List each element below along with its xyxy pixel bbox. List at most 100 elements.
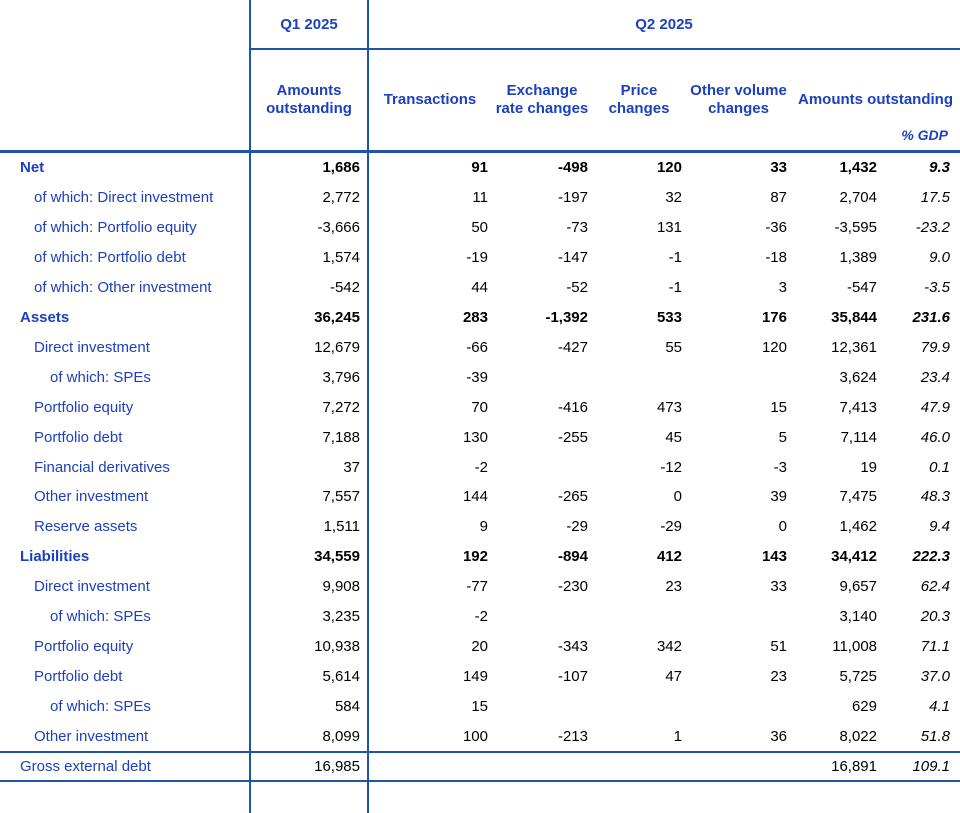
- gdp-cell: 23.4: [920, 368, 950, 386]
- exchange-rate-cell: -265: [557, 488, 588, 506]
- gdp-cell: 79.9: [920, 338, 950, 356]
- row-label: of which: Portfolio equity: [34, 219, 197, 237]
- volume-changes-cell: 15: [770, 398, 787, 416]
- table-row: of which: Portfolio debt 1,574 -19 -147 …: [0, 243, 960, 273]
- transactions-cell: 50: [471, 219, 488, 237]
- exchange-rate-cell: -213: [557, 727, 588, 745]
- transactions-cell: -19: [466, 249, 488, 267]
- price-changes-cell: 23: [665, 578, 682, 596]
- table-row: Other investment 7,557 144 -265 0 39 7,4…: [0, 482, 960, 512]
- q2-amount-cell: 35,844: [831, 308, 877, 326]
- q1-amount-cell: 34,559: [314, 548, 360, 566]
- price-changes-cell: -29: [660, 518, 682, 536]
- price-changes-cell: 55: [665, 338, 682, 356]
- row-label: Portfolio equity: [34, 398, 134, 416]
- q1-amount-cell: 3,235: [322, 608, 360, 626]
- price-changes-cell: 533: [656, 308, 682, 326]
- transactions-cell: 44: [471, 279, 488, 297]
- q1-amount-cell: -3,666: [317, 219, 360, 237]
- row-label: of which: Other investment: [34, 279, 212, 297]
- table-row: Reserve assets 1,511 9 -29 -29 0 1,462 9…: [0, 512, 960, 542]
- row-label: Liabilities: [20, 548, 90, 566]
- volume-changes-cell: -18: [765, 249, 787, 267]
- q1-amount-cell: -542: [329, 279, 360, 297]
- transactions-cell: 283: [462, 308, 488, 326]
- row-label: of which: SPEs: [50, 368, 151, 386]
- table-row: Other investment 8,099 100 -213 1 36 8,0…: [0, 721, 960, 751]
- row-label: Portfolio debt: [34, 667, 123, 685]
- q2-amount-cell: 16,891: [831, 758, 877, 776]
- transactions-cell: 100: [462, 727, 488, 745]
- row-label: Net: [20, 159, 45, 177]
- gdp-cell: 48.3: [920, 488, 950, 506]
- row-label: Direct investment: [34, 578, 150, 596]
- col-header-amounts-q2: Amounts outstanding: [798, 90, 953, 108]
- q2-amount-cell: -3,595: [834, 219, 877, 237]
- transactions-cell: 144: [462, 488, 488, 506]
- transactions-cell: 70: [471, 398, 488, 416]
- volume-changes-cell: 39: [770, 488, 787, 506]
- q1-amount-cell: 1,574: [322, 249, 360, 267]
- q2-amount-cell: 7,114: [840, 428, 877, 446]
- exchange-rate-cell: -147: [557, 249, 588, 267]
- q1-amount-cell: 37: [343, 458, 360, 476]
- q2-amount-cell: 11,008: [832, 637, 877, 655]
- q1-amount-cell: 8,099: [322, 727, 360, 745]
- table-row: Assets 36,245 283 -1,392 533 176 35,844 …: [0, 303, 960, 333]
- gdp-cell: 51.8: [920, 727, 950, 745]
- col-header-amounts-q1: Amounts outstanding: [266, 81, 352, 117]
- table-row: of which: SPEs 584 15 629 4.1: [0, 691, 960, 721]
- table-row: Portfolio equity 7,272 70 -416 473 15 7,…: [0, 392, 960, 422]
- transactions-cell: -77: [466, 578, 488, 596]
- exchange-rate-cell: -416: [557, 398, 588, 416]
- exchange-rate-cell: -230: [557, 578, 588, 596]
- gdp-cell: 231.6: [912, 308, 950, 326]
- price-changes-cell: 1: [673, 727, 682, 745]
- transactions-cell: -39: [466, 368, 488, 386]
- volume-changes-cell: 3: [778, 279, 787, 297]
- table-row: Direct investment 9,908 -77 -230 23 33 9…: [0, 572, 960, 602]
- col-header-price: Price changes: [608, 81, 670, 117]
- table-row: of which: SPEs 3,796 -39 3,624 23.4: [0, 362, 960, 392]
- row-label: of which: SPEs: [50, 697, 151, 715]
- q2-amount-cell: 7,475: [839, 488, 877, 506]
- q2-amount-cell: 1,432: [839, 159, 877, 177]
- col-header-volume: Other volume changes: [690, 81, 787, 117]
- volume-changes-cell: 176: [761, 308, 787, 326]
- q1-amount-cell: 7,557: [322, 488, 360, 506]
- row-label: of which: Portfolio debt: [34, 249, 186, 267]
- gdp-cell: 20.3: [920, 608, 950, 626]
- gdp-cell: 4.1: [929, 697, 950, 715]
- table-row: Net 1,686 91 -498 120 33 1,432 9.3: [0, 153, 960, 183]
- price-changes-cell: 45: [665, 428, 682, 446]
- exchange-rate-cell: -255: [557, 428, 588, 446]
- volume-changes-cell: 5: [778, 428, 787, 446]
- gdp-cell: 109.1: [912, 758, 950, 776]
- row-label: Portfolio equity: [34, 637, 134, 655]
- q1-amount-cell: 12,679: [314, 338, 360, 356]
- q2-amount-cell: 2,704: [839, 189, 877, 207]
- q1-amount-cell: 36,245: [314, 308, 360, 326]
- row-label: Reserve assets: [34, 518, 138, 536]
- q2-amount-cell: 12,361: [831, 338, 877, 356]
- row-label: of which: Direct investment: [34, 189, 214, 207]
- volume-changes-cell: 33: [770, 159, 787, 177]
- q1-period-header: Q1 2025: [250, 0, 368, 48]
- volume-changes-cell: 87: [770, 189, 787, 207]
- q2-amount-cell: 3,624: [839, 368, 877, 386]
- q2-period-label: Q2 2025: [635, 15, 693, 33]
- volume-changes-cell: 143: [761, 548, 787, 566]
- q1-amount-cell: 7,272: [322, 398, 360, 416]
- transactions-cell: 20: [471, 637, 488, 655]
- exchange-rate-cell: -498: [557, 159, 588, 177]
- exchange-rate-cell: -197: [557, 189, 588, 207]
- q1-amount-cell: 10,938: [314, 637, 360, 655]
- q1-amount-cell: 2,772: [322, 189, 360, 207]
- q1-amount-cell: 7,188: [322, 428, 360, 446]
- q2-amount-cell: 9,657: [839, 578, 877, 596]
- gdp-cell: 46.0: [920, 428, 950, 446]
- transactions-cell: 91: [471, 159, 488, 177]
- exchange-rate-cell: -107: [557, 667, 588, 685]
- q2-amount-cell: -547: [846, 279, 877, 297]
- gdp-cell: 37.0: [920, 667, 950, 685]
